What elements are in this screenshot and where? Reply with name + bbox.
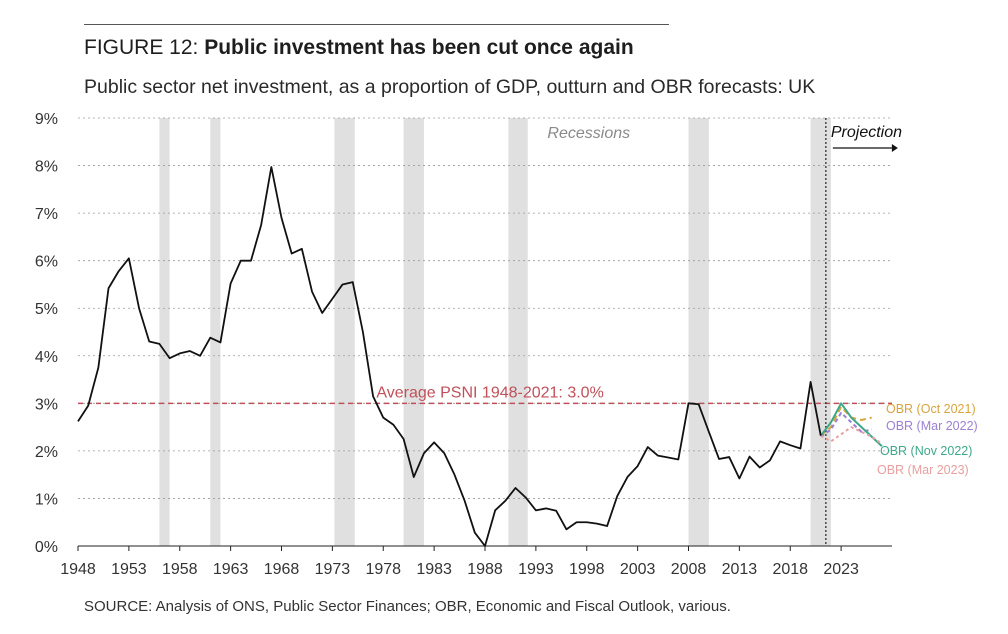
projection-arrow-head [891, 144, 898, 152]
y-tick-label: 0% [35, 539, 58, 556]
average-label: Average PSNI 1948-2021: 3.0% [376, 384, 603, 401]
recession-band [688, 118, 709, 546]
forecast-label: OBR (Oct 2021) [886, 402, 976, 416]
figure-label: FIGURE 12: [84, 36, 199, 59]
x-tick-label: 1968 [264, 561, 300, 578]
forecast-label: OBR (Mar 2022) [886, 419, 978, 433]
x-tick-label: 1993 [518, 561, 554, 578]
recession-band [210, 118, 221, 546]
recession-band [334, 118, 355, 546]
x-tick-label: 2023 [823, 561, 859, 578]
x-tick-label: 1963 [213, 561, 249, 578]
y-tick-label: 3% [35, 396, 58, 413]
x-tick-label: 1958 [162, 561, 198, 578]
forecast-label: OBR (Nov 2022) [880, 444, 972, 458]
figure-headline: Public investment has been cut once agai… [204, 36, 634, 59]
y-tick-label: 2% [35, 444, 58, 461]
y-tick-label: 5% [35, 301, 58, 318]
recession-band [159, 118, 170, 546]
recession-band [403, 118, 424, 546]
source-note: SOURCE: Analysis of ONS, Public Sector F… [84, 598, 731, 615]
x-tick-label: 2008 [671, 561, 707, 578]
forecast-line [819, 402, 883, 447]
outturn-line [77, 166, 822, 547]
x-tick-label: 1948 [60, 561, 96, 578]
projection-label: Projection [831, 124, 902, 141]
y-tick-label: 6% [35, 254, 58, 271]
y-tick-label: 7% [35, 206, 58, 223]
figure-title: FIGURE 12: Public investment has been cu… [84, 36, 634, 60]
figure-subtitle: Public sector net investment, as a propo… [84, 76, 816, 98]
forecast-line [820, 426, 883, 445]
y-tick-label: 8% [35, 159, 58, 176]
x-tick-label: 1983 [416, 561, 452, 578]
x-tick-label: 1978 [365, 561, 401, 578]
y-tick-label: 4% [35, 349, 58, 366]
x-tick-label: 1953 [111, 561, 147, 578]
x-tick-label: 2003 [620, 561, 656, 578]
y-tick-label: 1% [35, 491, 58, 508]
x-tick-label: 2013 [722, 561, 758, 578]
recessions-label: Recessions [547, 125, 630, 142]
recession-band [508, 118, 528, 546]
forecast-line [820, 411, 872, 438]
y-tick-label: 9% [35, 111, 58, 128]
x-tick-label: 1973 [315, 561, 351, 578]
x-tick-label: 1998 [569, 561, 605, 578]
recession-band [810, 118, 831, 546]
x-tick-label: 2018 [772, 561, 808, 578]
x-tick-label: 1988 [467, 561, 503, 578]
forecast-label: OBR (Mar 2023) [877, 463, 969, 477]
title-rule [84, 24, 669, 25]
